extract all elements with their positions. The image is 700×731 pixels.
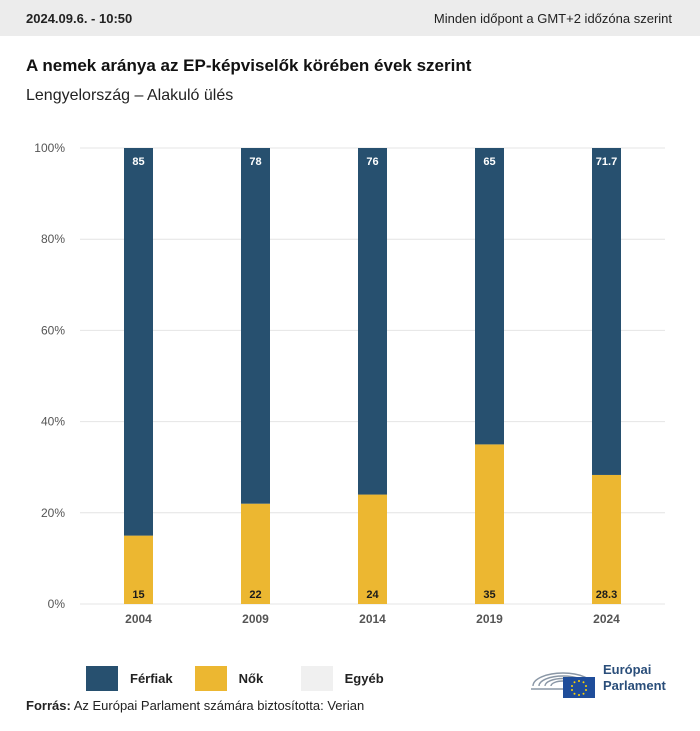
data-label-ferfiak: 85	[132, 156, 144, 168]
bar-ferfiak	[124, 148, 153, 536]
source-text: Az Európai Parlament számára biztosított…	[73, 698, 365, 713]
legend-item-ferfiak: Férfiak	[86, 666, 173, 691]
data-label-ferfiak: 76	[366, 156, 378, 168]
legend-swatch-egyeb	[300, 666, 333, 691]
legend-item-nok: Nők	[194, 666, 279, 691]
data-label-ferfiak: 78	[249, 156, 261, 168]
legend-label-ferfiak: Férfiak	[130, 671, 173, 686]
data-label-ferfiak: 71.7	[596, 156, 617, 168]
x-tick-label: 2004	[125, 612, 152, 626]
source-prefix: Forrás:	[26, 698, 71, 713]
bar-ferfiak	[592, 148, 621, 475]
y-tick-label: 80%	[41, 232, 65, 246]
data-label-nok: 35	[483, 589, 495, 601]
timestamp: 2024.09.6. - 10:50	[26, 10, 133, 26]
legend-item-egyeb: Egyéb	[300, 666, 385, 691]
logo-line-2: Parlament	[603, 678, 666, 693]
bar-nok	[592, 474, 621, 604]
bar-nok	[475, 444, 504, 604]
bar-ferfiak	[241, 148, 270, 504]
european-parliament-logo: Európai Parlament	[529, 660, 679, 700]
chart-title: A nemek aránya az EP-képviselők körében …	[26, 56, 472, 75]
legend-label-nok: Nők	[238, 671, 264, 686]
bar-ferfiak	[358, 148, 387, 495]
top-bar: 2024.09.6. - 10:50 Minden időpont a GMT+…	[0, 0, 700, 36]
timezone-note: Minden időpont a GMT+2 időzóna szerint	[433, 10, 672, 26]
y-tick-label: 60%	[41, 323, 65, 337]
data-label-nok: 28.3	[596, 589, 617, 601]
bar-nok	[241, 503, 270, 604]
legend: Férfiak Nők Egyéb	[86, 666, 407, 691]
parliament-hemicycle-icon	[531, 672, 595, 698]
data-label-nok: 15	[132, 589, 144, 601]
legend-label-egyeb: Egyéb	[344, 671, 384, 686]
legend-swatch-nok	[194, 666, 227, 691]
chart-subtitle: Lengyelország – Alakuló ülés	[26, 87, 234, 104]
x-tick-label: 2014	[359, 612, 386, 626]
data-label-nok: 24	[366, 589, 379, 601]
y-tick-label: 40%	[41, 415, 65, 429]
x-tick-label: 2024	[593, 612, 620, 626]
bar-ferfiak	[475, 148, 504, 445]
stacked-bar-chart: 0% 20% 40% 60% 80% 100% 85 15 2004 78 22 2009 76 24 20…	[34, 141, 665, 626]
source-note: Forrás: Az Európai Parlament számára biz…	[26, 698, 364, 713]
data-label-ferfiak: 65	[483, 156, 495, 168]
y-tick-label: 100%	[34, 141, 65, 155]
y-tick-label: 0%	[48, 597, 66, 611]
x-tick-label: 2009	[242, 612, 269, 626]
legend-swatch-ferfiak	[86, 666, 118, 691]
logo-text: Európai Parlament	[603, 662, 666, 694]
bar-nok	[124, 535, 153, 604]
logo-line-1: Európai	[603, 662, 652, 677]
x-tick-label: 2019	[476, 612, 503, 626]
data-label-nok: 22	[249, 589, 261, 601]
bar-nok	[358, 494, 387, 604]
y-tick-label: 20%	[41, 506, 65, 520]
